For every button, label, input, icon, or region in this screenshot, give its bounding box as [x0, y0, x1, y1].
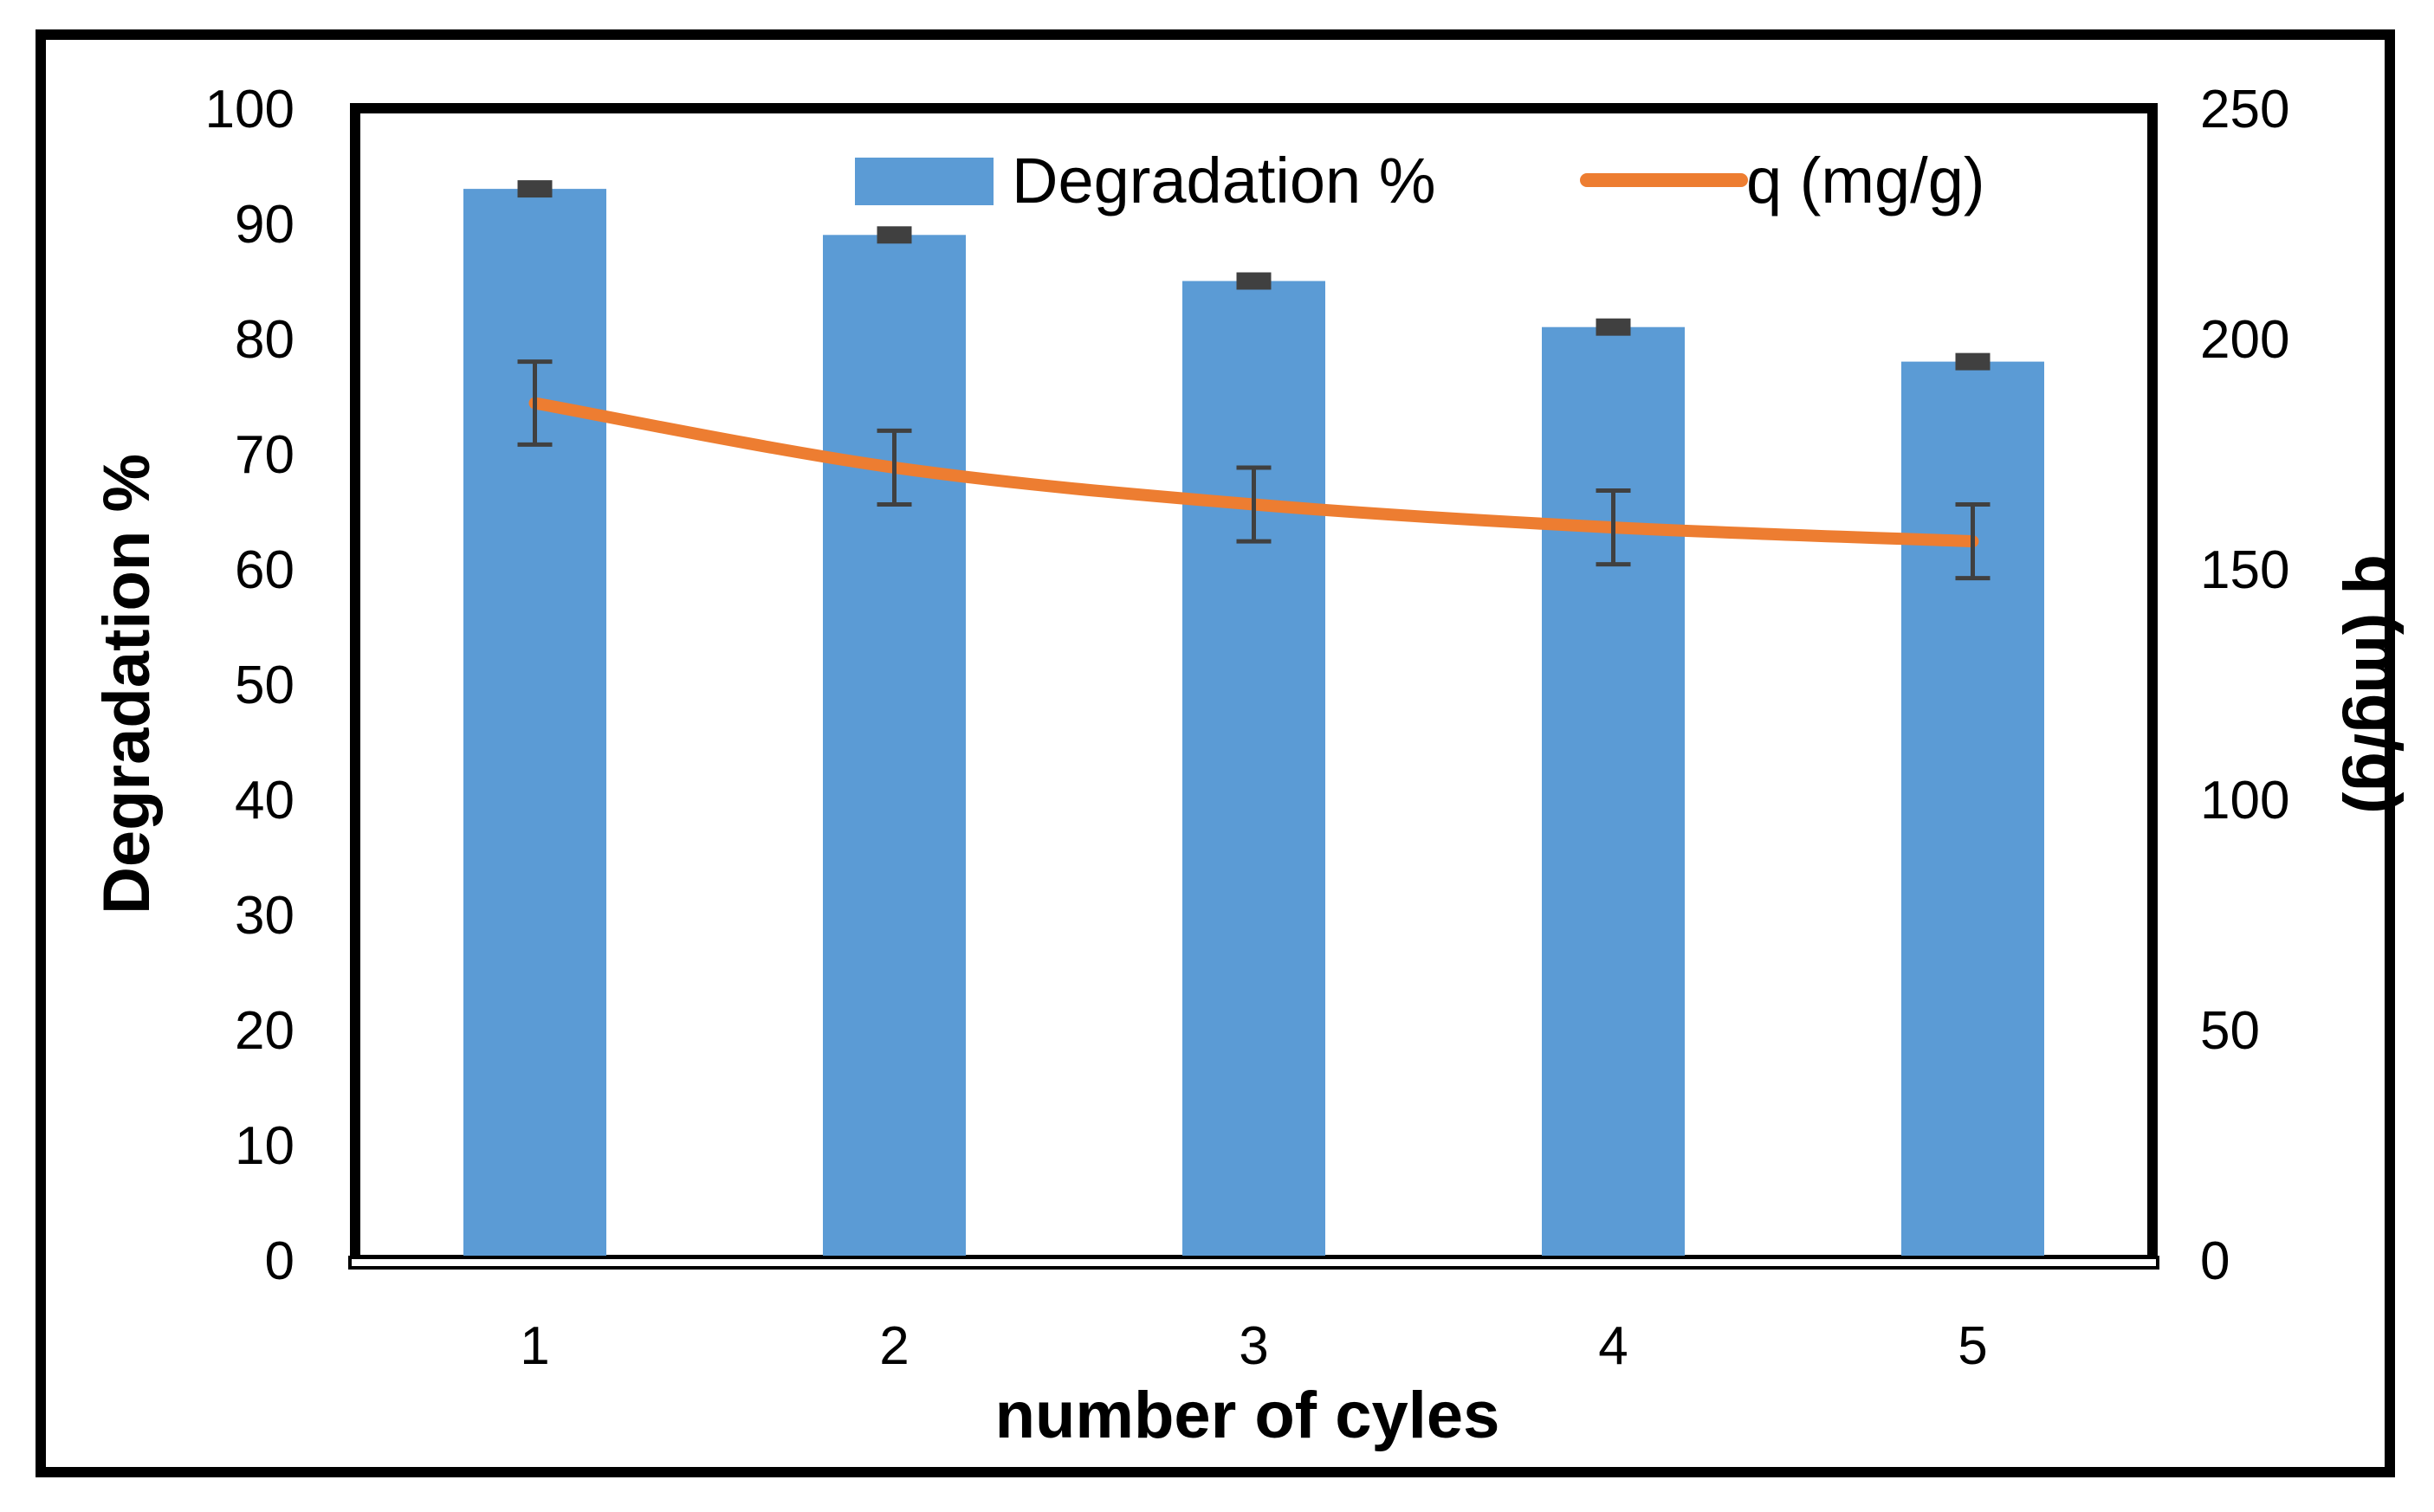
bar-cycle-2 [823, 235, 966, 1260]
bar-errorbar-5 [1955, 352, 1991, 371]
x-tick-label: 1 [520, 1316, 549, 1376]
x-tick-label: 4 [1598, 1316, 1628, 1376]
right-tick-labels: 0 50 100 150 200 250 [2200, 80, 2289, 1291]
x-tick-label: 5 [1958, 1316, 1987, 1376]
x-tick-label: 3 [1239, 1316, 1268, 1376]
y2-tick-label: 100 [2200, 771, 2289, 830]
legend-label-q: q (mg/g) [1746, 145, 1985, 216]
y-axis-title: Degradation % [90, 454, 164, 914]
x-tick-labels: 1 2 3 4 5 [520, 1316, 1987, 1376]
q-errorbar-5 [1955, 502, 1991, 581]
q-errorbar-1 [517, 359, 553, 447]
bar-cycle-4 [1542, 326, 1685, 1261]
bar-cycle-1 [463, 189, 606, 1261]
left-tick-labels: 0 10 20 30 40 50 60 70 80 90 100 [205, 80, 295, 1291]
y-tick-label: 10 [235, 1116, 295, 1176]
y-tick-label: 40 [235, 771, 295, 830]
y-tick-label: 90 [235, 195, 295, 255]
y2-tick-label: 50 [2200, 1001, 2260, 1061]
y-tick-label: 0 [265, 1231, 295, 1291]
y2-tick-label: 150 [2200, 540, 2289, 600]
axis-layer [348, 1256, 2159, 1270]
y-tick-label: 30 [235, 886, 295, 946]
bar-errorbar-4 [1596, 318, 1631, 336]
q-errorbar-2 [877, 428, 912, 507]
x-tick-label: 2 [879, 1316, 909, 1376]
y-tick-label: 100 [205, 80, 295, 139]
legend-label-degradation: Degradation % [1012, 145, 1436, 216]
q-errorbar-3 [1236, 465, 1272, 544]
legend: Degradation % q (mg/g) [855, 145, 1985, 216]
y2-axis-title: q (mg/g) [2341, 554, 2415, 814]
y-tick-label: 60 [235, 540, 295, 600]
y-tick-label: 50 [235, 656, 295, 715]
y2-tick-label: 250 [2200, 80, 2289, 139]
bars-layer [463, 189, 2044, 1261]
q-errorbar-4 [1596, 488, 1631, 567]
legend-swatch-degradation [855, 158, 994, 205]
bar-errorbar-3 [1236, 272, 1272, 290]
bar-cycle-3 [1182, 281, 1325, 1260]
bar-errorbars-layer [517, 180, 1991, 371]
bar-cycle-5 [1901, 361, 2044, 1261]
bar-errorbar-2 [877, 226, 912, 244]
y2-tick-label: 0 [2200, 1231, 2230, 1291]
y-tick-label: 80 [235, 310, 295, 370]
y-tick-label: 70 [235, 425, 295, 485]
outer-frame [36, 29, 2395, 1477]
x-axis-title: number of cyles [995, 1379, 1500, 1452]
bar-errorbar-1 [517, 180, 553, 198]
x-axis-line [348, 1256, 2159, 1270]
line-errorbars-layer [517, 359, 1991, 581]
y-tick-label: 20 [235, 1001, 295, 1061]
y2-tick-label: 200 [2200, 310, 2289, 370]
